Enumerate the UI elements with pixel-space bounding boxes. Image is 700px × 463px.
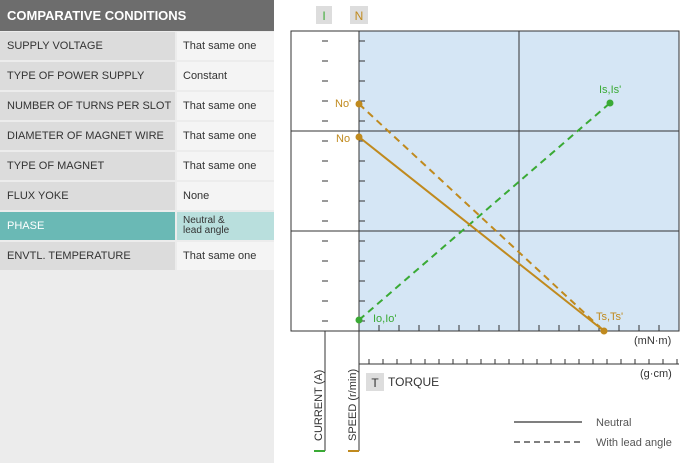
no-label: No bbox=[336, 133, 350, 145]
condition-label: TYPE OF POWER SUPPLY bbox=[0, 62, 175, 90]
torque-badge bbox=[366, 373, 384, 391]
speed-axis-label: SPEED (r/min) bbox=[347, 369, 359, 441]
io-point bbox=[355, 316, 363, 324]
no-prime-point bbox=[355, 100, 363, 108]
condition-value: That same one bbox=[177, 32, 274, 60]
condition-row-supply-voltage: SUPPLY VOLTAGE That same one bbox=[0, 32, 274, 60]
condition-value: That same one bbox=[177, 242, 274, 270]
condition-value: That same one bbox=[177, 92, 274, 120]
comparative-conditions-panel: COMPARATIVE CONDITIONS SUPPLY VOLTAGE Th… bbox=[0, 0, 274, 463]
condition-row-wire-diameter: DIAMETER OF MAGNET WIRE That same one bbox=[0, 122, 274, 150]
condition-value: Constant bbox=[177, 62, 274, 90]
condition-label: NUMBER OF TURNS PER SLOT bbox=[0, 92, 175, 120]
torque-unit-si: (mN·m) bbox=[634, 335, 671, 347]
condition-value: None bbox=[177, 182, 274, 210]
plot-border bbox=[290, 30, 680, 332]
condition-row-turns-per-slot: NUMBER OF TURNS PER SLOT That same one bbox=[0, 92, 274, 120]
speed-badge-label: N bbox=[355, 9, 364, 23]
is-label: Is,Is' bbox=[599, 84, 621, 96]
axis-ticks bbox=[322, 40, 660, 331]
condition-value: Neutral & lead angle bbox=[177, 212, 274, 240]
condition-row-flux-yoke: FLUX YOKE None bbox=[0, 182, 274, 210]
ts-label: Ts,Ts' bbox=[596, 311, 623, 323]
condition-row-temperature: ENVTL. TEMPERATURE That same one bbox=[0, 242, 274, 270]
condition-label: FLUX YOKE bbox=[0, 182, 175, 210]
speed-line-neutral bbox=[358, 136, 605, 332]
current-axis-label: CURRENT (A) bbox=[313, 370, 325, 441]
condition-label: PHASE bbox=[0, 212, 175, 240]
speed-badge bbox=[350, 6, 368, 24]
condition-value: That same one bbox=[177, 122, 274, 150]
io-label: Io,Io' bbox=[373, 313, 397, 325]
torque-unit-cgs: (g·cm) bbox=[640, 368, 672, 380]
legend-lead-label: With lead angle bbox=[596, 437, 672, 449]
current-line bbox=[358, 102, 611, 321]
ts-point bbox=[600, 327, 608, 335]
current-badge-label: I bbox=[322, 9, 325, 23]
legend-neutral-label: Neutral bbox=[596, 417, 631, 429]
motor-characteristics-diagram: I N No' No Is,Is' Io,Io' Ts,Ts' (mN·m) (… bbox=[290, 6, 680, 452]
panel-title: COMPARATIVE CONDITIONS bbox=[0, 0, 274, 31]
torque-cgs-ticks bbox=[368, 359, 678, 364]
condition-row-phase: PHASE Neutral & lead angle bbox=[0, 212, 274, 240]
no-prime-label: No' bbox=[335, 98, 351, 110]
condition-label: SUPPLY VOLTAGE bbox=[0, 32, 175, 60]
condition-label: DIAMETER OF MAGNET WIRE bbox=[0, 122, 175, 150]
condition-row-power-supply: TYPE OF POWER SUPPLY Constant bbox=[0, 62, 274, 90]
condition-label: ENVTL. TEMPERATURE bbox=[0, 242, 175, 270]
speed-line-lead-angle bbox=[358, 103, 605, 332]
torque-badge-label: T bbox=[371, 376, 379, 390]
current-badge bbox=[316, 6, 332, 24]
torque-axis-label: TORQUE bbox=[388, 375, 439, 389]
no-point bbox=[355, 133, 363, 141]
condition-label: TYPE OF MAGNET bbox=[0, 152, 175, 180]
condition-value: That same one bbox=[177, 152, 274, 180]
is-point bbox=[606, 99, 614, 107]
condition-row-magnet-type: TYPE OF MAGNET That same one bbox=[0, 152, 274, 180]
